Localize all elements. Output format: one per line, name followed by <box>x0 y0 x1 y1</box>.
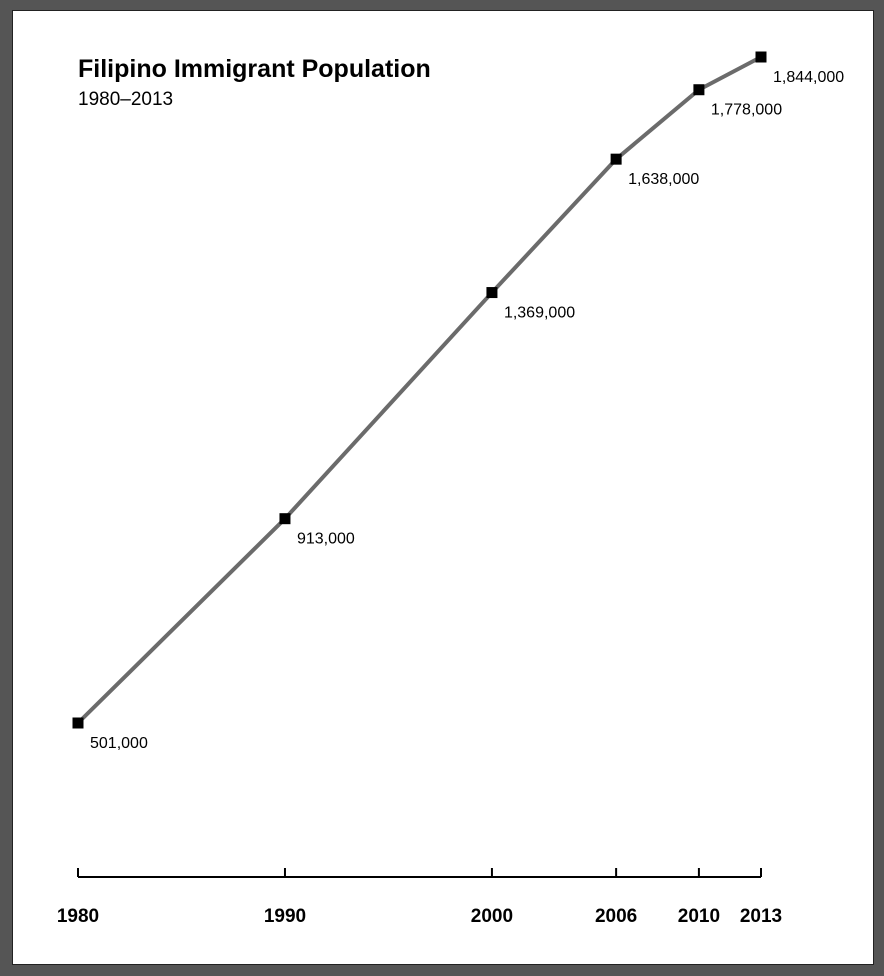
series-markers <box>72 51 767 729</box>
data-point-marker <box>693 84 705 96</box>
data-point-label: 1,844,000 <box>773 69 844 86</box>
data-point-marker <box>486 287 498 299</box>
data-point-marker <box>755 51 767 63</box>
chart-subtitle: 1980–2013 <box>78 89 173 110</box>
chart-title: Filipino Immigrant Population <box>78 55 431 83</box>
data-point-label: 1,638,000 <box>628 171 699 188</box>
x-tick-label: 2000 <box>471 906 513 927</box>
x-tick-label: 2013 <box>740 906 782 927</box>
data-point-marker <box>72 717 84 729</box>
chart-frame <box>12 10 874 965</box>
x-axis: 1980 1990 2000 2006 2010 2013 <box>57 868 782 927</box>
data-point-marker <box>279 513 291 525</box>
series-polyline <box>76 55 762 725</box>
data-point-label: 913,000 <box>297 531 355 548</box>
data-point-marker <box>610 153 622 165</box>
x-tick-label: 1980 <box>57 906 99 927</box>
series-line <box>76 55 762 725</box>
data-point-label: 501,000 <box>90 735 148 752</box>
x-tick-label: 1990 <box>264 906 306 927</box>
point-labels: 501,000 913,000 1,369,000 1,638,000 1,778,00… <box>90 69 844 752</box>
data-point-label: 1,369,000 <box>504 305 575 322</box>
x-tick-label: 2010 <box>678 906 720 927</box>
data-point-label: 1,778,000 <box>711 102 782 119</box>
x-tick-label: 2006 <box>595 906 637 927</box>
